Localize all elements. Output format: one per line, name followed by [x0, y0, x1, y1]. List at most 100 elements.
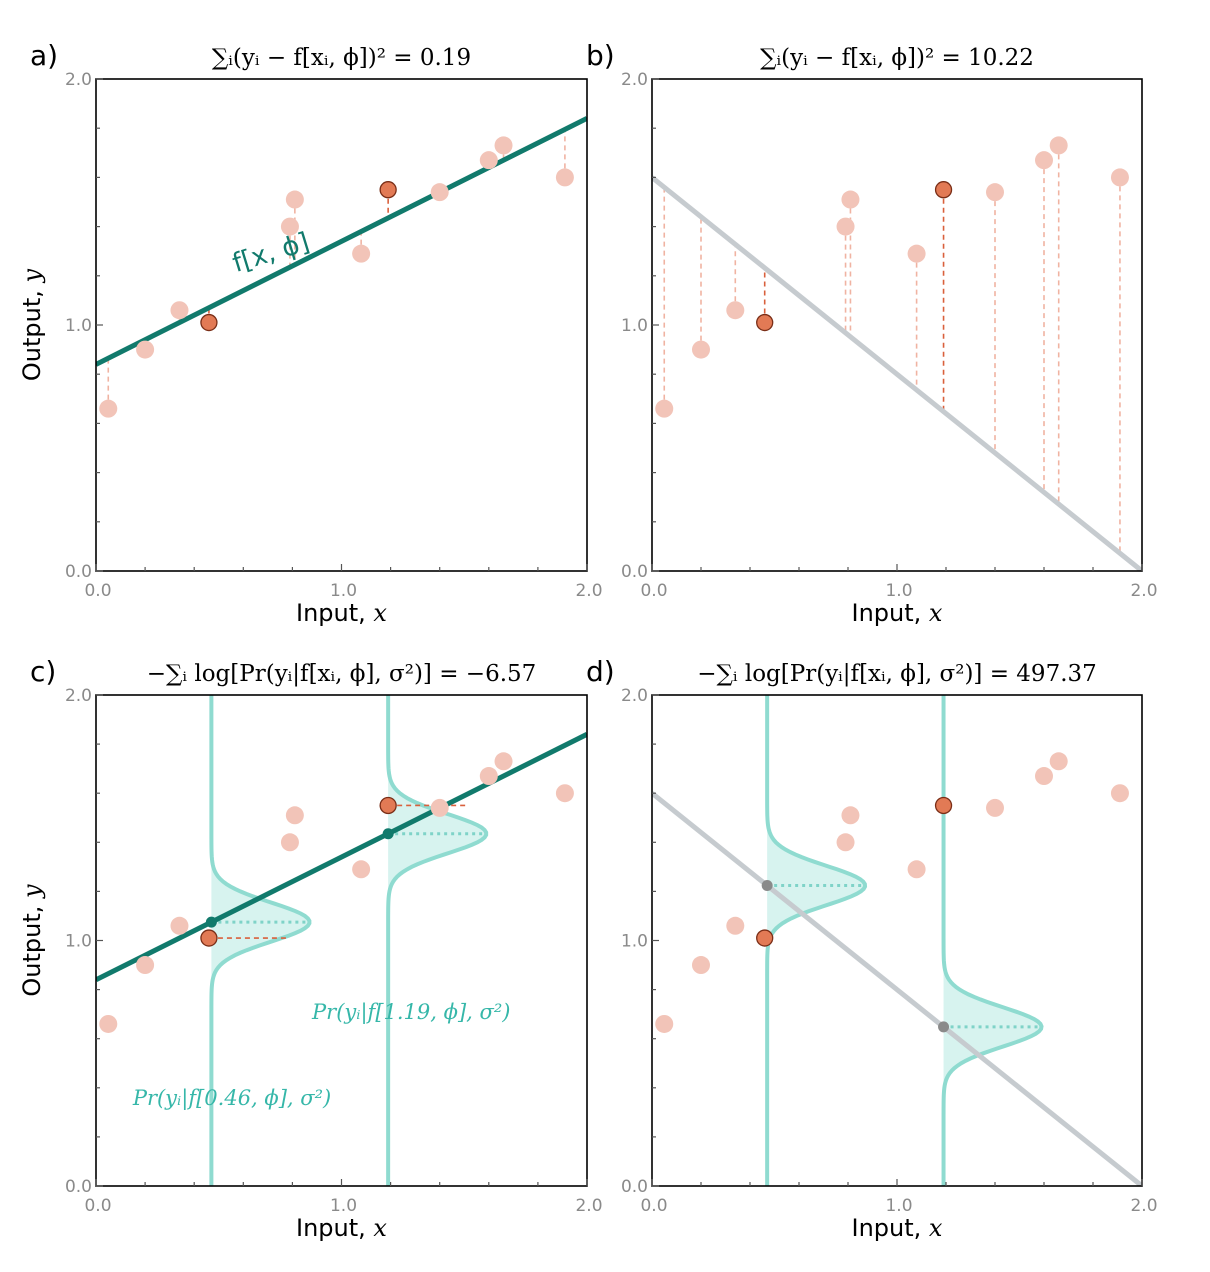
- gaussian-curve: [941, 695, 1044, 1186]
- highlight-point: [756, 929, 774, 947]
- gaussian-curve: [209, 695, 312, 1186]
- gaussian-fill: [943, 695, 1042, 1186]
- panel-label: d): [586, 655, 615, 688]
- panel-c: 0.0 1.0 2.0 0.0 1.0 2.0 Input, x Output, y c) −∑ᵢ…: [18, 655, 603, 1242]
- x-tick-label: 2.0: [1130, 1196, 1157, 1216]
- y-tick-label: 2.0: [621, 686, 648, 706]
- y-tick-label: 1.0: [621, 932, 648, 952]
- panel-title: −∑ᵢ log[Pr(yᵢ|f[xᵢ, ϕ], σ²)] = −6.57: [147, 661, 537, 687]
- gaussian-fill: [388, 695, 487, 1186]
- x-axis-label: Input, x: [296, 1214, 387, 1242]
- data-point: [555, 784, 574, 803]
- x-tick-label: 2.0: [575, 1196, 602, 1216]
- y-tick-label: 2.0: [65, 70, 92, 90]
- data-point: [170, 301, 189, 320]
- y-axis-label-var: y: [18, 884, 46, 899]
- model-line: [652, 175, 1142, 571]
- x-tick-label: 1.0: [885, 1196, 912, 1216]
- panel-label: c): [30, 655, 56, 688]
- panel-title: −∑ᵢ log[Pr(yᵢ|f[xᵢ, ϕ], σ²)] = 497.37: [697, 661, 1097, 687]
- model-line: [652, 791, 1142, 1186]
- x-axis-label-var: x: [929, 1214, 943, 1242]
- gaussian-fill: [211, 695, 310, 1186]
- data-point: [836, 833, 855, 852]
- x-tick-label: 0.0: [640, 581, 667, 601]
- y-axis-label: Output, y: [18, 268, 46, 381]
- plot-area: [652, 695, 1142, 1186]
- data-point: [655, 1014, 674, 1033]
- gaussian-annotation: Pr(yᵢ|f[1.19, ϕ], σ²): [311, 1000, 510, 1025]
- highlight-point: [756, 313, 774, 332]
- y-tick-label: 0.0: [65, 1177, 92, 1197]
- panel-a: 0.0 1.0 2.0 0.0 1.0 2.0 Input, x Output, y a) ∑ᵢ(…: [18, 39, 603, 627]
- x-tick-label: 0.0: [84, 1196, 111, 1216]
- x-axis-label-text: Input,: [296, 599, 373, 627]
- data-point: [430, 183, 449, 202]
- x-axis-label-text: Input,: [852, 1214, 929, 1242]
- data-point: [136, 340, 155, 359]
- data-point: [136, 956, 155, 975]
- data-point: [494, 752, 513, 771]
- data-point: [907, 244, 926, 263]
- x-axis-label-var: x: [373, 1214, 387, 1242]
- y-axis-label-text: Output,: [18, 898, 46, 997]
- y-tick-label: 1.0: [65, 316, 92, 336]
- panel-title: ∑ᵢ(yᵢ − f[xᵢ, ϕ])² = 0.19: [212, 45, 471, 71]
- x-axis-label-text: Input,: [852, 599, 929, 627]
- data-point: [285, 806, 304, 825]
- y-axis-label-var: y: [18, 268, 46, 283]
- x-axis-label: Input, x: [296, 599, 387, 627]
- y-tick-label: 1.0: [621, 316, 648, 336]
- x-tick-label: 1.0: [330, 581, 357, 601]
- data-point: [280, 833, 299, 852]
- x-axis-label: Input, x: [852, 1214, 943, 1242]
- panel-title: ∑ᵢ(yᵢ − f[xᵢ, ϕ])² = 10.22: [760, 45, 1034, 71]
- y-tick-label: 0.0: [621, 562, 648, 582]
- highlight-point: [379, 796, 397, 815]
- model-line: [96, 732, 587, 983]
- panel-b: 0.0 1.0 2.0 0.0 1.0 2.0 Input, x b) ∑ᵢ(yᵢ − f[xᵢ…: [586, 39, 1158, 627]
- x-axis-label-var: x: [929, 599, 943, 627]
- y-tick-label: 0.0: [65, 562, 92, 582]
- data-point: [907, 860, 926, 879]
- mean-marker: [938, 1021, 950, 1033]
- x-tick-label: 1.0: [885, 581, 912, 601]
- data-point: [841, 806, 860, 825]
- data-point: [479, 767, 498, 786]
- data-point: [352, 860, 371, 879]
- data-point: [352, 244, 371, 263]
- data-point: [430, 798, 449, 817]
- gaussian-curve: [765, 695, 868, 1186]
- data-point: [726, 301, 745, 320]
- highlight-point: [934, 796, 953, 815]
- data-point: [986, 183, 1004, 202]
- gaussian-curve: [386, 695, 489, 1186]
- data-point: [841, 190, 860, 209]
- data-point: [692, 956, 710, 975]
- mean-marker: [382, 828, 394, 840]
- data-point: [692, 340, 710, 359]
- x-tick-label: 0.0: [84, 581, 111, 601]
- data-point: [280, 217, 299, 236]
- data-point: [836, 217, 855, 236]
- panel-label: b): [586, 39, 615, 72]
- gaussian-fill: [767, 695, 866, 1186]
- data-point: [99, 399, 118, 418]
- x-tick-label: 2.0: [575, 581, 602, 601]
- model-line: [96, 116, 587, 367]
- data-point: [99, 1014, 118, 1033]
- x-axis-label-text: Input,: [296, 1214, 373, 1242]
- data-point: [1049, 136, 1068, 155]
- highlight-point: [200, 929, 218, 947]
- axes-frame: [651, 694, 1143, 1187]
- data-point: [655, 399, 674, 418]
- x-tick-label: 0.0: [640, 1196, 667, 1216]
- mean-marker: [761, 880, 773, 892]
- y-axis-label: Output, y: [18, 884, 46, 997]
- data-point: [1035, 151, 1053, 170]
- panel-label: a): [30, 39, 58, 72]
- data-point: [494, 136, 513, 155]
- model-line-label: f[x, ϕ]: [229, 227, 313, 279]
- data-point: [1110, 168, 1129, 187]
